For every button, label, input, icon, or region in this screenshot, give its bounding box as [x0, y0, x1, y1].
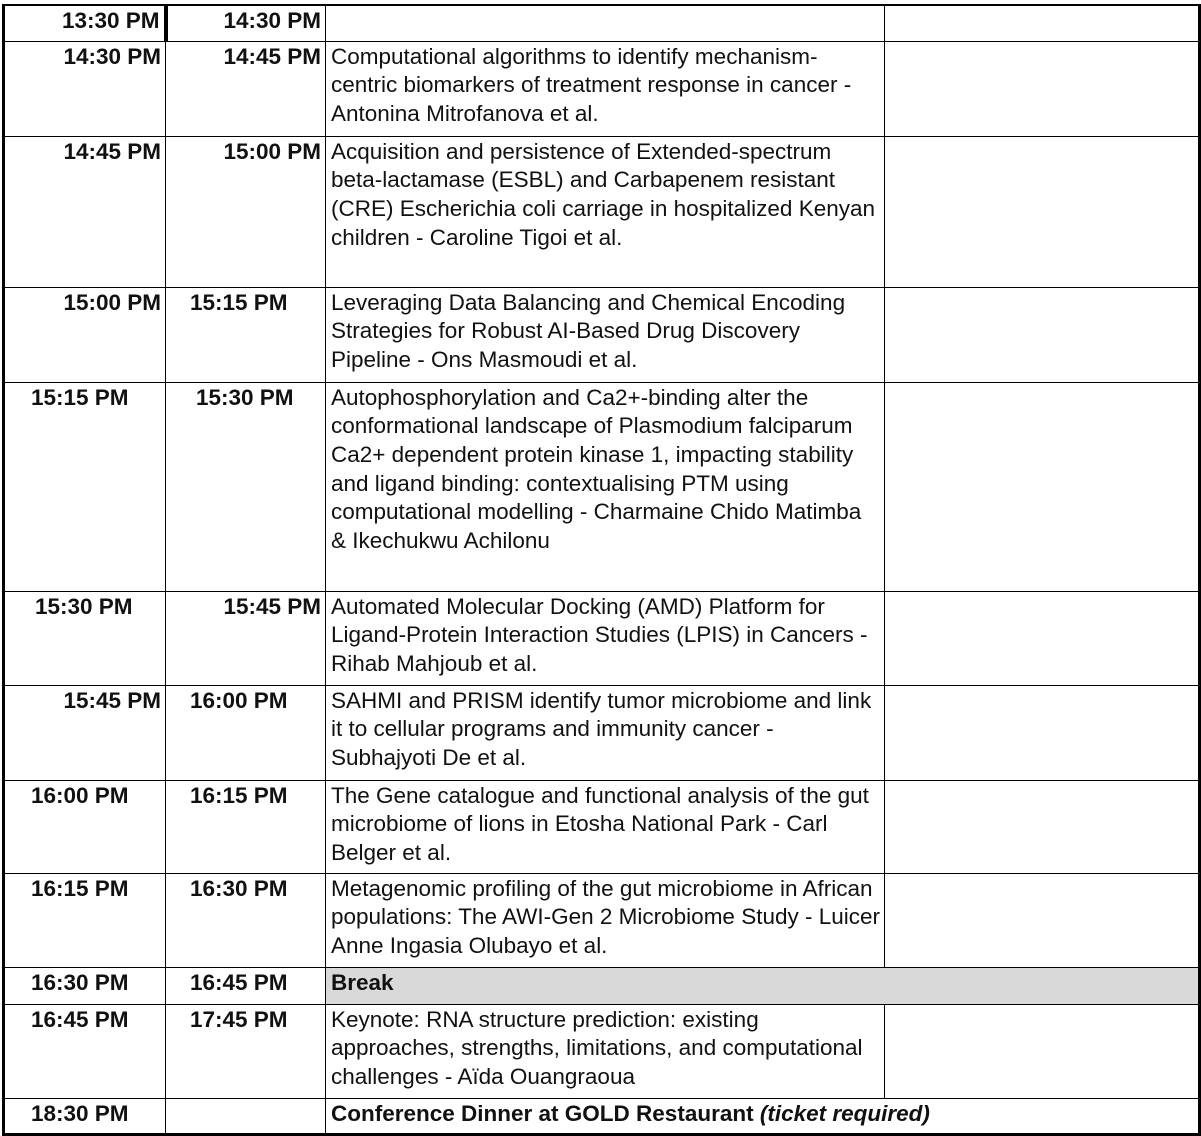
end-time: 16:15 PM [165, 779, 326, 874]
end-time: 16:30 PM [165, 872, 326, 968]
session-title: Leveraging Data Balancing and Chemical E… [325, 286, 885, 383]
schedule-row: 14:30 PM 14:45 PM Computational algorithms… [3, 40, 1200, 137]
schedule-row: 13:30 PM 14:30 PM [3, 4, 1200, 42]
end-time: 14:30 PM [165, 4, 326, 42]
schedule-row: 16:45 PM 17:45 PM Keynote: RNA structure p… [3, 1003, 1200, 1099]
end-time: 16:00 PM [165, 684, 326, 781]
notes-cell [884, 381, 1200, 592]
session-title: Computational algorithms to identify mec… [325, 40, 885, 137]
session-title: Conference Dinner at GOLD Restaurant (ti… [325, 1097, 1200, 1135]
dinner-title: Conference Dinner at GOLD Restaurant [331, 1100, 754, 1126]
session-title: Autophosphorylation and Ca2+-binding alt… [325, 381, 885, 592]
session-title: Metagenomic profiling of the gut microbi… [325, 872, 885, 968]
start-time: 15:15 PM [3, 381, 166, 592]
end-time: 16:45 PM [165, 966, 326, 1005]
notes-cell [884, 872, 1200, 968]
schedule-row: 15:00 PM 15:15 PM Leveraging Data Balancin… [3, 286, 1200, 383]
start-time: 15:30 PM [3, 590, 166, 686]
session-title: Break [325, 966, 1200, 1005]
start-time: 14:45 PM [3, 135, 166, 288]
end-time: 15:00 PM [165, 135, 326, 288]
notes-cell [884, 684, 1200, 781]
session-title: SAHMI and PRISM identify tumor microbiom… [325, 684, 885, 781]
schedule-row: 18:30 PM Conference Dinner at GOLD Restau… [3, 1097, 1200, 1135]
schedule-row: 16:15 PM 16:30 PM Metagenomic profiling of… [3, 872, 1200, 968]
notes-cell [884, 286, 1200, 383]
notes-cell [884, 779, 1200, 874]
session-title: Keynote: RNA structure prediction: exist… [325, 1003, 885, 1099]
end-time: 17:45 PM [165, 1003, 326, 1099]
session-title: Automated Molecular Docking (AMD) Platfo… [325, 590, 885, 686]
notes-cell [884, 590, 1200, 686]
schedule-row: 16:30 PM 16:45 PM Break [3, 966, 1200, 1005]
start-time: 14:30 PM [3, 40, 166, 137]
end-time [165, 1097, 326, 1135]
notes-cell [884, 1003, 1200, 1099]
start-time: 15:45 PM [3, 684, 166, 781]
start-time: 13:30 PM [3, 4, 168, 42]
end-time: 14:45 PM [165, 40, 326, 137]
start-time: 15:00 PM [3, 286, 166, 383]
end-time: 15:30 PM [165, 381, 326, 592]
start-time: 16:00 PM [3, 779, 166, 874]
schedule-row: 15:30 PM 15:45 PM Automated Molecular Dock… [3, 590, 1200, 686]
notes-cell [884, 4, 1200, 42]
end-time: 15:45 PM [165, 590, 326, 686]
start-time: 16:30 PM [3, 966, 166, 1005]
end-time: 15:15 PM [165, 286, 326, 383]
start-time: 16:45 PM [3, 1003, 166, 1099]
start-time: 18:30 PM [3, 1097, 166, 1135]
schedule-row: 16:00 PM 16:15 PM The Gene catalogue and f… [3, 779, 1200, 874]
session-title: Acquisition and persistence of Extended-… [325, 135, 885, 288]
notes-cell [884, 40, 1200, 137]
schedule-table: 13:30 PM 14:30 PM 14:30 PM 14:45 PM Computat… [2, 4, 1201, 1136]
ticket-note: (ticket required) [759, 1100, 930, 1126]
schedule-row: 15:45 PM 16:00 PM SAHMI and PRISM identify… [3, 684, 1200, 781]
start-time: 16:15 PM [3, 872, 166, 968]
session-title: The Gene catalogue and functional analys… [325, 779, 885, 874]
notes-cell [884, 135, 1200, 288]
session-title [325, 4, 885, 42]
schedule-row: 15:15 PM 15:30 PM Autophosphorylation and … [3, 381, 1200, 592]
schedule-row: 14:45 PM 15:00 PM Acquisition and persiste… [3, 135, 1200, 288]
